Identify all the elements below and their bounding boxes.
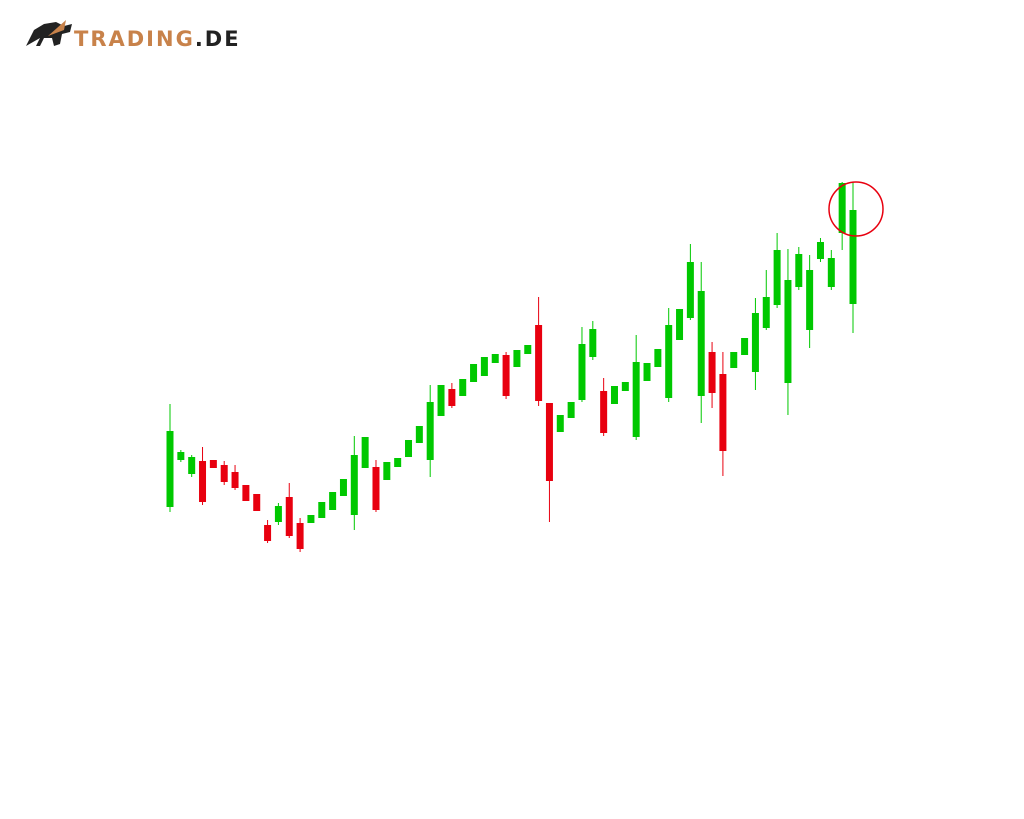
candle-body [708, 352, 716, 393]
candle-body [795, 254, 803, 287]
candle-body [405, 440, 413, 457]
candle-body [350, 455, 358, 515]
candle-body [567, 402, 575, 418]
candle-body [329, 492, 337, 510]
candle-body [784, 280, 792, 383]
candle-body [686, 262, 694, 318]
candle-body [838, 183, 846, 233]
candle-body [632, 362, 640, 437]
logo: TRADING.DE [26, 20, 241, 51]
candle-body [502, 355, 510, 396]
candle-body [264, 525, 272, 541]
candle-body [610, 386, 618, 404]
candle-body [339, 479, 347, 496]
candle-body [372, 467, 380, 510]
candle-body [665, 325, 673, 398]
candle-body [459, 379, 467, 396]
candle-body [676, 309, 684, 340]
candle-body [285, 497, 293, 536]
candle-body [816, 242, 824, 259]
candle-body [199, 461, 207, 502]
candle-body [849, 210, 857, 304]
candle-body [762, 297, 770, 328]
candle-body [556, 415, 564, 432]
candle-body [621, 382, 629, 391]
candle-body [545, 403, 553, 481]
candle-body [253, 494, 261, 511]
candle-body [827, 258, 835, 287]
candle-body [589, 329, 597, 357]
candle-body [383, 462, 391, 480]
candle-body [751, 313, 759, 372]
candle-body [426, 402, 434, 460]
candle-body [394, 458, 402, 467]
candle-body [600, 391, 608, 433]
candle-body [719, 374, 727, 451]
candle-body [654, 349, 662, 367]
candle-body [448, 389, 456, 406]
logo-text: TRADING.DE [74, 27, 241, 51]
highlight-circle [828, 181, 884, 237]
candle-body [513, 350, 521, 367]
candle-body [209, 460, 217, 468]
candle-body [643, 363, 651, 381]
candle-body [415, 426, 423, 443]
candle-body [578, 344, 586, 400]
candle-body [535, 325, 543, 401]
candle-body [470, 364, 478, 382]
candle-body [220, 465, 228, 482]
candle-body [730, 352, 738, 368]
candle-body [524, 345, 532, 354]
candle-body [307, 515, 315, 523]
plot [166, 182, 857, 552]
candle-body [437, 385, 445, 416]
candle-body [296, 523, 304, 549]
logo-arrow [48, 20, 66, 36]
candle-body [806, 270, 814, 330]
candle-body [361, 437, 369, 468]
logo-suffix: .DE [195, 27, 241, 51]
candle-body [188, 457, 196, 474]
candle-body [274, 506, 282, 522]
candle-body [166, 431, 174, 507]
candle-body [697, 291, 705, 396]
logo-brand: TRADING [74, 27, 195, 51]
candle-body [318, 502, 326, 518]
candle-body [231, 472, 239, 488]
candle-body [242, 485, 250, 501]
candle-body [491, 354, 499, 363]
candle-body [773, 250, 781, 305]
candle-body [177, 452, 185, 460]
candle-body [741, 338, 749, 355]
candle-body [480, 357, 488, 376]
